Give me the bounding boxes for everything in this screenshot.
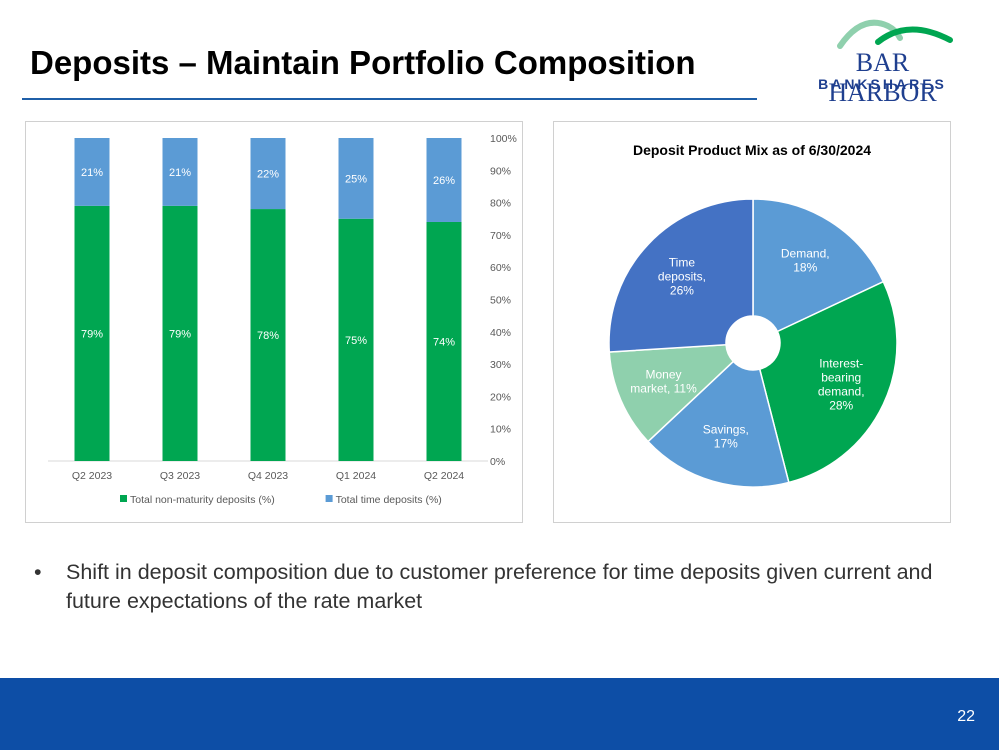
bar-data-label: 21% (81, 167, 103, 179)
x-tick-label: Q4 2023 (248, 470, 288, 482)
bullet-icon: • (34, 560, 42, 584)
y-tick-label: 10% (490, 424, 511, 436)
bar-segment (426, 138, 462, 222)
bar-segment (162, 138, 198, 206)
pie-slice (608, 343, 735, 443)
bar-data-label: 21% (169, 167, 191, 179)
page-number: 22 (957, 708, 975, 725)
pie-slice-label: Demand, 18% (781, 247, 830, 275)
pie-slice (758, 280, 898, 484)
bar-data-label: 26% (433, 175, 455, 187)
bar-data-label: 25% (345, 173, 367, 185)
bullet-text: Shift in deposit composition due to cust… (66, 560, 933, 613)
y-tick-label: 70% (490, 230, 511, 242)
bar-segment (74, 138, 110, 206)
pie-slice (608, 198, 754, 353)
pie-slice-label: Time deposits, 26% (658, 255, 706, 297)
x-tick-label: Q3 2023 (160, 470, 200, 482)
bar-chart-svg: 79% 21% Q2 2023 79% 21% Q3 2023 78% 22% Q4 2023 7… (48, 133, 517, 506)
pie-slice-label: Interest-bearing demand, 28% (818, 357, 865, 413)
legend-label: Total non-maturity deposits (%) (130, 494, 275, 506)
bar-segment (250, 138, 286, 210)
pie-slice (752, 198, 885, 333)
y-tick-label: 40% (490, 327, 511, 339)
legend-label: Total time deposits (%) (336, 494, 442, 506)
bar-segment (74, 205, 110, 461)
pie-chart-title: Deposit Product Mix as of 6/30/2024 (633, 142, 871, 158)
y-tick-label: 90% (490, 165, 511, 177)
y-tick-label: 100% (490, 133, 517, 145)
bar-data-label: 78% (257, 330, 279, 342)
y-tick-label: 30% (490, 359, 511, 371)
legend-swatch (120, 495, 127, 502)
bullet-point: • Shift in deposit composition due to cu… (34, 558, 964, 616)
pie-chart-svg: Deposit Product Mix as of 6/30/2024 Deman… (608, 142, 898, 488)
page-title: Deposits – Maintain Portfolio Compositio… (30, 44, 696, 81)
bar-segment (338, 138, 374, 219)
pie-slice (646, 360, 790, 488)
bar-data-label: 79% (81, 328, 103, 340)
pie-slice-label: Savings, 17% (703, 423, 749, 451)
x-tick-label: Q2 2023 (72, 470, 112, 482)
bar-segment (250, 209, 286, 461)
y-tick-label: 50% (490, 295, 511, 307)
bar-segment (426, 221, 462, 461)
title-underline (22, 98, 757, 100)
bar-segment (338, 218, 374, 461)
bar-data-label: 75% (345, 335, 367, 347)
x-tick-label: Q1 2024 (336, 470, 376, 482)
logo-text-bar-harbor: BAR HARBOR (828, 48, 937, 107)
y-tick-label: 0% (490, 456, 505, 468)
mountain-logo-icon (837, 19, 953, 49)
bar-data-label: 22% (257, 169, 279, 181)
deposit-composition-bar-chart: 79% 21% Q2 2023 79% 21% Q3 2023 78% 22% Q4 2023 7… (25, 121, 523, 523)
logo-text-bankshares: BANKSHARES (818, 76, 947, 92)
x-tick-label: Q2 2024 (424, 470, 464, 482)
pie-slice-label: Money market, 11% (630, 368, 697, 396)
bar-data-label: 74% (433, 336, 455, 348)
bar-data-label: 79% (169, 328, 191, 340)
y-tick-label: 80% (490, 198, 511, 210)
bar-segment (162, 205, 198, 461)
y-tick-label: 60% (490, 262, 511, 274)
y-tick-label: 20% (490, 391, 511, 403)
deposit-product-mix-chart: Deposit Product Mix as of 6/30/2024 Deman… (553, 121, 951, 523)
legend-swatch (325, 495, 333, 502)
bar-harbor-logo: BAR HARBOR BANKSHARES (800, 12, 965, 107)
footer-bar: 22 (0, 678, 999, 750)
